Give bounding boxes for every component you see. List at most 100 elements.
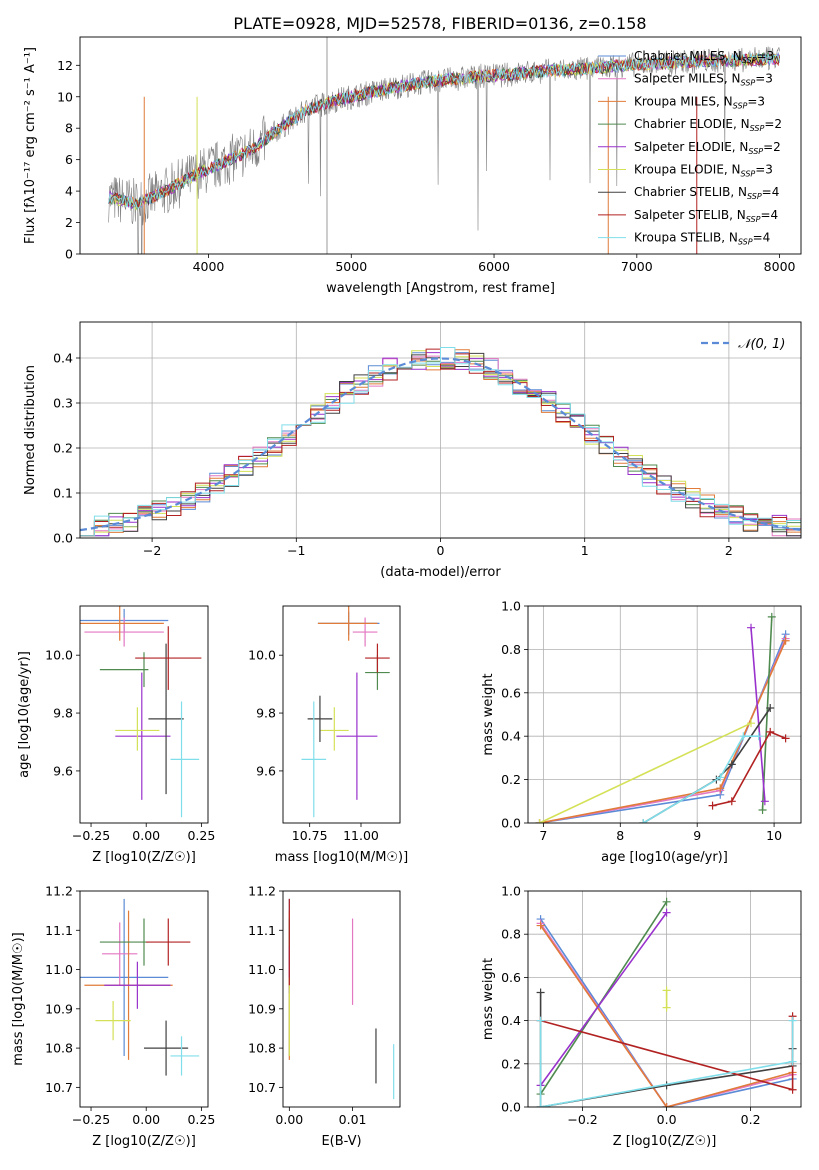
- weight-marker: [708, 801, 717, 810]
- legend-entry: Kroupa STELIB, NSSP=4: [634, 231, 770, 247]
- weight-marker: [536, 921, 545, 930]
- x-tick-label: 0.2: [741, 1112, 761, 1127]
- y-tick-label: 8: [65, 121, 73, 136]
- y-axis-label: Flux [fλ10⁻¹⁷ erg cm⁻² s⁻¹ A⁻¹]: [23, 47, 38, 244]
- x-tick-label: 9: [693, 828, 701, 843]
- weight-marker: [760, 797, 769, 806]
- weight-vs-age-panel: 7 8 9 10 0.0 0.2 0.4 0.6 0.8 1.0 age [log10(age/yr…: [481, 599, 802, 865]
- y-tick-label: 10.9: [45, 1001, 73, 1016]
- weight-marker: [727, 760, 736, 769]
- plot-area: [536, 897, 797, 1107]
- y-tick-label: 10.0: [45, 648, 73, 663]
- weight-marker: [747, 719, 756, 728]
- y-tick-label: 4: [65, 184, 73, 199]
- y-tick-label: 0.0: [53, 531, 73, 546]
- x-axis-label: Z [log10(Z/Z☉)]: [92, 850, 196, 865]
- weight-series-line: [750, 627, 766, 802]
- y-tick-label: 0.6: [501, 970, 521, 985]
- weight-series-line: [539, 922, 793, 1107]
- x-axis-label: (data-model)/error: [380, 565, 501, 580]
- legend-entry: Kroupa MILES, NSSP=3: [634, 94, 765, 110]
- legend-entry: Kroupa ELODIE, NSSP=3: [634, 163, 773, 179]
- legend-entry: Salpeter MILES, NSSP=3: [634, 72, 773, 88]
- plot-area: [80, 898, 200, 1076]
- weight-marker: [535, 819, 544, 823]
- y-tick-label: 10.8: [248, 1041, 276, 1056]
- model-spectrum-line: [108, 53, 780, 209]
- weight-marker: [662, 986, 671, 995]
- y-tick-label: 0: [65, 247, 73, 262]
- y-tick-label: 0.1: [53, 486, 73, 501]
- y-tick-label: 11.0: [45, 962, 73, 977]
- weight-series-line: [539, 638, 787, 823]
- y-tick-label: 0.3: [53, 396, 73, 411]
- weight-series-line: [539, 640, 787, 823]
- plot-area: [80, 606, 202, 818]
- grid-lines: [528, 890, 801, 1108]
- y-tick-label: 0.4: [501, 1013, 521, 1028]
- plot-area: [108, 37, 780, 254]
- y-tick-label: 9.8: [256, 706, 276, 721]
- x-tick-label: 8: [616, 828, 624, 843]
- legend-entry: Salpeter ELODIE, NSSP=2: [634, 140, 781, 156]
- y-tick-label: 9.8: [53, 706, 73, 721]
- y-tick-label: 9.6: [256, 763, 276, 778]
- x-tick-label: 7: [539, 828, 547, 843]
- y-tick-label: 1.0: [501, 599, 521, 614]
- spectrum-panel: 4000 5000 6000 7000 8000 0 2 4 6 8 10 12 wavelength …: [23, 36, 802, 296]
- axes-frame: [282, 605, 401, 824]
- y-tick-label: 0.8: [501, 642, 521, 657]
- plot-area: [288, 898, 395, 1100]
- x-tick-label: 0.00: [275, 1112, 303, 1127]
- x-tick-label: 0.00: [132, 1112, 160, 1127]
- x-tick-label: 7000: [621, 259, 653, 274]
- weight-marker: [747, 623, 756, 632]
- weight-marker: [788, 1057, 797, 1066]
- weight-marker: [536, 1103, 545, 1107]
- x-tick-label: 0.01: [339, 1112, 367, 1127]
- y-tick-label: 0.2: [53, 441, 73, 456]
- x-tick-label: −0.25: [72, 828, 110, 843]
- x-axis-label: Z [log10(Z/Z☉)]: [92, 1134, 196, 1149]
- x-tick-label: 5000: [335, 259, 367, 274]
- legend-entry: Chabrier STELIB, NSSP=4: [634, 185, 779, 201]
- weight-marker: [662, 908, 671, 917]
- weight-series-line: [712, 730, 786, 807]
- y-tick-label: 0.0: [501, 816, 521, 831]
- axes-frame: [527, 890, 802, 1108]
- weight-marker: [662, 897, 671, 906]
- weight-marker: [767, 612, 776, 621]
- y-tick-label: 10.8: [45, 1041, 73, 1056]
- y-tick-label: 0.6: [501, 685, 521, 700]
- x-tick-label: 10.75: [292, 828, 328, 843]
- axes-frame: [282, 890, 401, 1108]
- y-axis-label: mass [log10(M/M☉)]: [11, 932, 26, 1065]
- weight-series-line: [539, 918, 793, 1107]
- y-tick-label: 11.1: [45, 923, 73, 938]
- weight-series-line: [539, 1020, 794, 1107]
- model-spectrum-line: [108, 52, 780, 209]
- weight-marker: [536, 988, 545, 997]
- weight-marker: [662, 1103, 671, 1107]
- age-vs-mass-panel: 10.75 11.00 9.6 9.8 10.0 mass [log10(M/M☉)]: [248, 605, 408, 865]
- y-tick-label: 0.0: [501, 1100, 521, 1115]
- x-axis-label: Z [log10(Z/Z☉)]: [613, 1134, 717, 1149]
- y-axis-label: age [log10(age/yr)]: [17, 651, 32, 778]
- residuals-panel: −2 −1 0 1 2 0.0 0.1 0.2 0.3 0.4 (data-model)/error…: [23, 321, 802, 580]
- y-tick-label: 0.4: [53, 351, 73, 366]
- weight-marker: [754, 732, 763, 741]
- x-tick-label: 4000: [193, 259, 225, 274]
- weight-series-line: [539, 912, 668, 1086]
- legend: Chabrier MILES, NSSP=3 Salpeter MILES, NS…: [598, 49, 782, 247]
- y-tick-label: 2: [65, 215, 73, 230]
- y-tick-label: 1.0: [501, 884, 521, 899]
- y-tick-label: 0.2: [501, 1056, 521, 1071]
- mass-vs-extinction-panel: 0.00 0.01 10.7 10.8 10.9 11.0 11.1 11.2 E(B-V): [248, 884, 401, 1149]
- x-tick-label: 11.00: [343, 828, 379, 843]
- legend-entry: Salpeter STELIB, NSSP=4: [634, 208, 778, 224]
- weight-marker: [788, 1016, 797, 1025]
- weight-marker: [781, 636, 790, 645]
- normal-curve-line: [80, 357, 801, 532]
- plot-area: [80, 347, 801, 537]
- weight-marker: [639, 819, 648, 823]
